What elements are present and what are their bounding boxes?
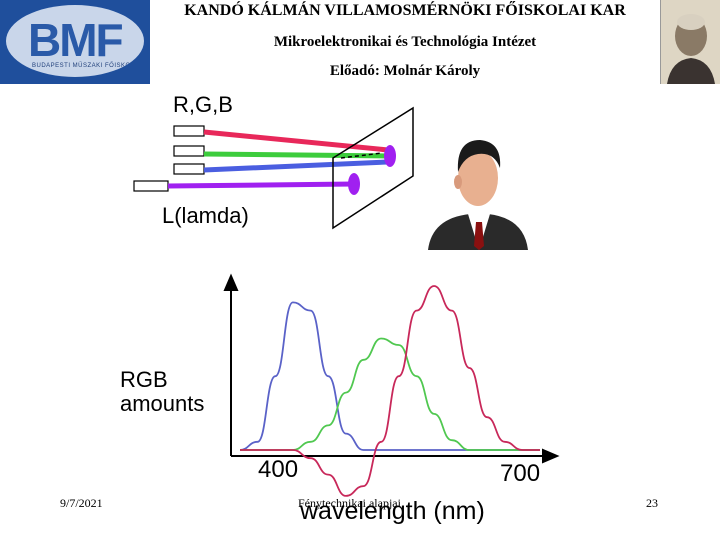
red-beam (203, 129, 389, 153)
page-number: 23 (646, 496, 658, 510)
footer-date: 9/7/2021 (60, 496, 103, 510)
x-axis-label: wavelength (nm) (300, 497, 485, 525)
logo-subtext: BUDAPESTI MŰSZAKI FŐISKOLA (32, 63, 140, 69)
light-source-plugs (133, 125, 205, 192)
lecturer-line: Előadó: Molnár Károly (329, 63, 481, 79)
green-beam (203, 151, 389, 159)
color-spot-mixed (384, 145, 396, 167)
portrait-icon (661, 0, 720, 84)
series-line-1 (239, 337, 540, 451)
bmf-logo: BMF BUDAPESTI MŰSZAKI FŐISKOLA (0, 0, 150, 84)
lamda-label: L(lamda) (162, 203, 249, 228)
rgb-label: R,G,B (173, 92, 233, 117)
series-line-2 (239, 285, 540, 497)
color-spot-lamda (348, 173, 360, 195)
x-tick-label-700: 700 (500, 460, 541, 487)
projection-screen (332, 106, 414, 230)
footer-title: Fénytechnikai alapjai (298, 496, 401, 510)
institute-title: Mikroelektronikai és Technológia Intézet (273, 34, 537, 50)
y-axis-label: RGB amounts (120, 368, 204, 416)
chart-axes (223, 273, 560, 464)
logo-text: BMF (28, 14, 124, 66)
blue-beam (203, 159, 389, 173)
y-axis-label-line1: RGB (120, 367, 168, 392)
y-axis-arrow (223, 273, 239, 291)
institution-title: KANDÓ KÁLMÁN VILLAMOSMÉRNÖKI FŐISKOLAI K… (184, 2, 626, 19)
portrait-image (660, 0, 720, 84)
violet-beam (167, 181, 355, 189)
logo-badge: BMF BUDAPESTI MŰSZAKI FŐISKOLA (6, 5, 144, 77)
y-axis-label-line2: amounts (120, 391, 205, 416)
x-axis-arrow (542, 448, 560, 464)
x-tick-label-400: 400 (258, 456, 299, 483)
header: BMF BUDAPESTI MŰSZAKI FŐISKOLA KANDÓ KÁL… (0, 0, 720, 84)
chart-series (239, 285, 540, 497)
observer-figure (428, 140, 528, 250)
